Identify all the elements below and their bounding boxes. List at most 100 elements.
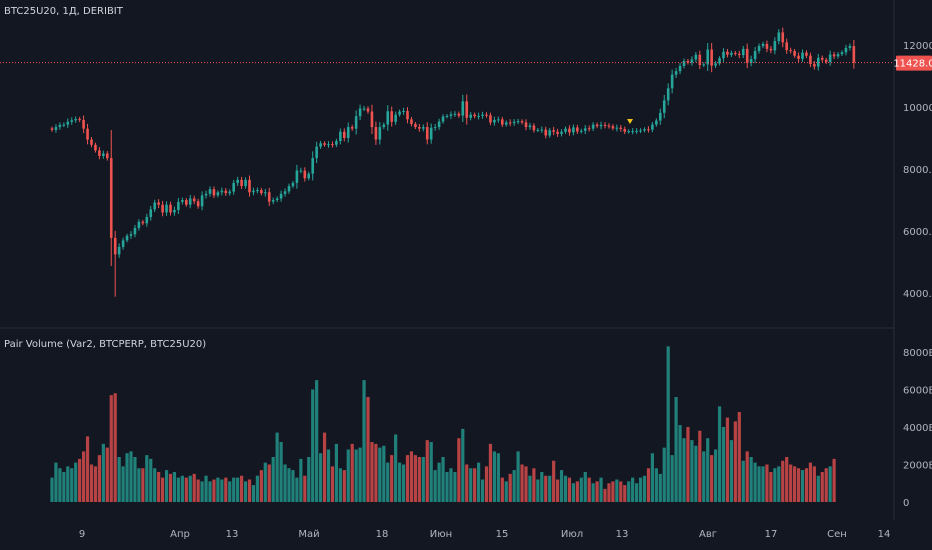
indicator-title[interactable]: Pair Volume (Var2, BTCPERP, BTC25U20) xyxy=(4,339,206,350)
candle-body[interactable] xyxy=(587,128,591,130)
candle-body[interactable] xyxy=(765,43,769,49)
candle-body[interactable] xyxy=(777,32,781,42)
candle-body[interactable] xyxy=(244,179,247,187)
candle-body[interactable] xyxy=(607,125,611,127)
volume-bar[interactable] xyxy=(741,460,745,502)
volume-bar[interactable] xyxy=(93,466,98,502)
candle-body[interactable] xyxy=(797,55,800,59)
candle-body[interactable] xyxy=(295,170,299,183)
volume-bar[interactable] xyxy=(358,447,362,502)
volume-bar[interactable] xyxy=(121,466,125,502)
candle-body[interactable] xyxy=(734,52,737,54)
volume-bar[interactable] xyxy=(153,468,157,502)
candle-body[interactable] xyxy=(548,130,551,136)
volume-bar[interactable] xyxy=(749,457,753,502)
candle-body[interactable] xyxy=(406,110,409,120)
candle-body[interactable] xyxy=(169,204,172,213)
volume-bar[interactable] xyxy=(563,475,568,502)
volume-bar[interactable] xyxy=(437,462,441,502)
candle-body[interactable] xyxy=(216,192,220,196)
volume-bar[interactable] xyxy=(109,395,113,502)
candle-body[interactable] xyxy=(362,108,366,110)
volume-bar[interactable] xyxy=(50,477,54,502)
candle-body[interactable] xyxy=(730,52,733,55)
candle-body[interactable] xyxy=(121,240,125,247)
volume-bar[interactable] xyxy=(706,438,710,502)
volume-bar[interactable] xyxy=(251,485,256,502)
candle-body[interactable] xyxy=(817,57,820,67)
candle-body[interactable] xyxy=(113,237,117,255)
candle-body[interactable] xyxy=(655,120,658,125)
candle-body[interactable] xyxy=(157,202,160,205)
candle-body[interactable] xyxy=(623,128,627,132)
volume-bar[interactable] xyxy=(164,470,169,502)
candle-body[interactable] xyxy=(702,64,706,66)
candle-body[interactable] xyxy=(465,101,469,118)
candle-body[interactable] xyxy=(149,209,153,218)
volume-bar[interactable] xyxy=(255,475,259,502)
candle-body[interactable] xyxy=(714,63,717,66)
candle-body[interactable] xyxy=(781,32,785,43)
volume-bar[interactable] xyxy=(441,457,445,502)
candle-body[interactable] xyxy=(670,74,674,89)
candle-body[interactable] xyxy=(441,116,445,122)
candle-body[interactable] xyxy=(98,150,101,156)
volume-bar[interactable] xyxy=(299,458,303,502)
volume-bar[interactable] xyxy=(686,427,690,502)
candle-body[interactable] xyxy=(279,193,283,199)
volume-bar[interactable] xyxy=(556,479,560,503)
volume-bar[interactable] xyxy=(188,475,192,502)
candle-body[interactable] xyxy=(173,209,176,213)
volume-bar[interactable] xyxy=(172,472,177,502)
volume-bar[interactable] xyxy=(101,443,105,502)
candle-body[interactable] xyxy=(204,193,208,196)
candle-body[interactable] xyxy=(489,115,492,123)
volume-bar[interactable] xyxy=(405,455,410,502)
volume-bar[interactable] xyxy=(516,451,520,502)
volume-bar[interactable] xyxy=(690,440,694,502)
volume-bar[interactable] xyxy=(777,466,781,502)
candle-body[interactable] xyxy=(662,100,666,113)
candle-body[interactable] xyxy=(153,202,156,210)
candle-body[interactable] xyxy=(378,127,382,140)
candle-body[interactable] xyxy=(94,144,97,151)
candle-body[interactable] xyxy=(74,119,77,121)
volume-bar[interactable] xyxy=(674,397,678,502)
candle-body[interactable] xyxy=(694,54,698,60)
volume-bar[interactable] xyxy=(311,389,315,503)
volume-bar[interactable] xyxy=(662,447,666,502)
candle-body[interactable] xyxy=(70,120,74,122)
candle-body[interactable] xyxy=(319,143,322,147)
volume-bar[interactable] xyxy=(398,462,402,502)
volume-bar[interactable] xyxy=(591,483,595,502)
candle-body[interactable] xyxy=(832,54,836,57)
candle-body[interactable] xyxy=(414,123,417,128)
volume-bar[interactable] xyxy=(449,468,453,502)
volume-bar[interactable] xyxy=(453,472,457,502)
candle-body[interactable] xyxy=(647,129,650,131)
volume-bar[interactable] xyxy=(216,477,220,502)
candle-body[interactable] xyxy=(429,127,433,140)
volume-bar[interactable] xyxy=(623,485,627,502)
candle-body[interactable] xyxy=(801,52,804,59)
volume-bar[interactable] xyxy=(800,470,805,502)
candle-body[interactable] xyxy=(828,54,832,62)
volume-bar[interactable] xyxy=(638,477,643,502)
volume-bar[interactable] xyxy=(192,473,196,502)
volume-bar[interactable] xyxy=(745,451,749,502)
volume-bar[interactable] xyxy=(421,457,425,502)
candle-body[interactable] xyxy=(66,121,70,125)
candle-body[interactable] xyxy=(161,204,164,213)
candle-body[interactable] xyxy=(331,144,334,146)
candle-body[interactable] xyxy=(603,124,607,126)
volume-bar[interactable] xyxy=(808,462,812,502)
volume-bar[interactable] xyxy=(161,477,165,502)
volume-bar[interactable] xyxy=(824,468,828,502)
volume-bar[interactable] xyxy=(82,451,86,502)
candle-body[interactable] xyxy=(208,189,212,194)
volume-bar[interactable] xyxy=(457,438,461,502)
candle-body[interactable] xyxy=(129,234,133,236)
volume-bar[interactable] xyxy=(785,457,789,502)
volume-bar[interactable] xyxy=(184,477,188,502)
candle-body[interactable] xyxy=(682,60,686,66)
